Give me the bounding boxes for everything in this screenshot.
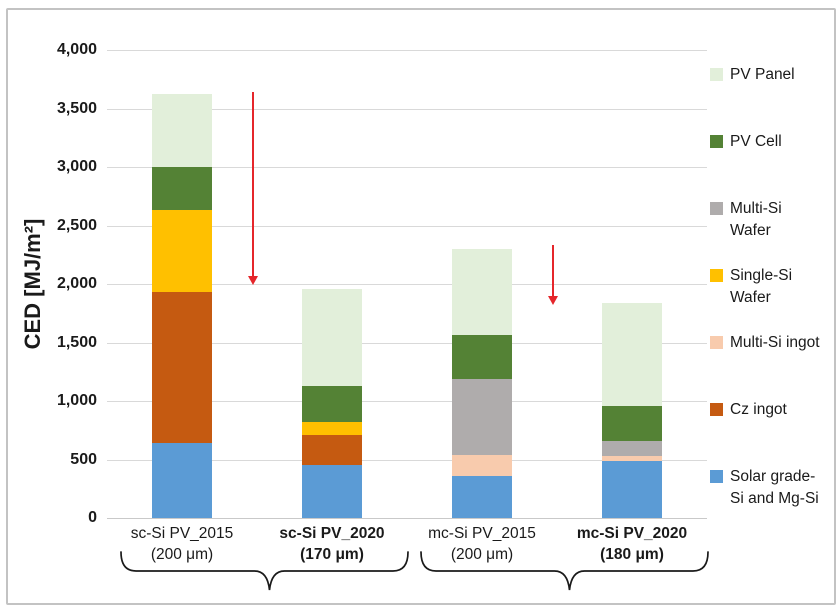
category-name: sc-Si PV_2020 xyxy=(279,525,385,542)
x-axis-category-label: mc-Si PV_2015 (200 μm) xyxy=(402,523,562,565)
bar-segment-cell xyxy=(302,385,362,423)
legend-item-solar: Solar grade- Si and Mg-Si xyxy=(710,466,819,510)
legend-label: Multi-Si ingot xyxy=(730,334,820,351)
y-tick-label: 1,000 xyxy=(56,392,97,409)
bar-segment-cz_ingot xyxy=(302,434,362,466)
chart-frame xyxy=(6,8,836,605)
bar-segment-panel xyxy=(302,288,362,386)
bar-segment-cz_ingot xyxy=(152,292,212,444)
bar-segment-single_wafer xyxy=(152,210,212,293)
y-tick-label: 2,500 xyxy=(56,216,97,234)
legend-item-cz_ingot: Cz ingot xyxy=(710,399,787,421)
bar-segment-single_wafer xyxy=(302,422,362,435)
reduction-arrow-head xyxy=(248,276,258,286)
bar-segment-multi_ingot xyxy=(452,454,512,476)
bar-segment-multi_wafer xyxy=(602,440,662,456)
bar-segment-multi_ingot xyxy=(602,455,662,461)
legend-item-single_wafer: Single-Si Wafer xyxy=(710,265,792,309)
y-tick-label: 3,000 xyxy=(56,158,97,175)
gridline xyxy=(107,108,707,110)
bar-segment-multi_wafer xyxy=(452,378,512,455)
gridline xyxy=(107,518,707,519)
y-tick-label: 3,500 xyxy=(56,99,97,117)
y-tick-label: 0 xyxy=(88,509,97,526)
bar-segment-panel xyxy=(152,94,212,167)
category-name: sc-Si PV_2015 xyxy=(130,525,234,542)
category-thickness: (200 μm) xyxy=(150,546,214,563)
legend-swatch-solar xyxy=(710,470,723,483)
reduction-arrow xyxy=(252,92,254,278)
bar-segment-cell xyxy=(152,167,212,211)
reduction-arrow xyxy=(552,245,554,298)
y-tick-label: 4,000 xyxy=(56,41,97,58)
y-tick-label: 2,000 xyxy=(56,275,97,292)
bar-segment-panel xyxy=(452,248,512,336)
y-tick-label: 500 xyxy=(70,450,97,468)
bar-segment-cell xyxy=(602,405,662,441)
legend-swatch-single_wafer xyxy=(710,269,723,282)
category-thickness: (200 μm) xyxy=(450,546,514,563)
legend-item-cell: PV Cell xyxy=(710,131,782,153)
bar-segment-solar xyxy=(452,475,512,518)
gridline xyxy=(107,167,707,168)
reduction-arrow-head xyxy=(548,296,558,306)
x-axis-category-label: sc-Si PV_2020 (170 μm) xyxy=(252,523,412,565)
gridline xyxy=(107,50,707,51)
legend-swatch-multi_ingot xyxy=(710,336,723,349)
legend-swatch-cz_ingot xyxy=(710,403,723,416)
gridline xyxy=(107,459,707,461)
bar-segment-panel xyxy=(602,302,662,406)
category-name: mc-Si PV_2020 xyxy=(576,525,688,542)
legend-item-multi_ingot: Multi-Si ingot xyxy=(710,332,820,354)
bar-segment-solar xyxy=(302,465,362,518)
gridline xyxy=(107,284,707,285)
gridline xyxy=(107,342,707,344)
legend-label: Solar grade- Si and Mg-Si xyxy=(730,468,819,507)
category-name: mc-Si PV_2015 xyxy=(428,525,536,542)
bar-segment-solar xyxy=(152,443,212,518)
gridline xyxy=(107,401,707,402)
bar-segment-solar xyxy=(602,460,662,518)
legend-item-panel: PV Panel xyxy=(710,64,795,86)
legend-label: PV Cell xyxy=(730,133,782,150)
x-axis-category-label: mc-Si PV_2020 (180 μm) xyxy=(552,523,712,565)
legend-label: PV Panel xyxy=(730,66,795,83)
gridline xyxy=(107,225,707,227)
legend-swatch-panel xyxy=(710,68,723,81)
legend-label: Cz ingot xyxy=(730,401,787,418)
legend-swatch-multi_wafer xyxy=(710,202,723,215)
legend-item-multi_wafer: Multi-Si Wafer xyxy=(710,198,782,242)
chart-legend: PV Panel PV Cell Multi-Si Wafer Single-Si W… xyxy=(710,0,832,609)
x-axis-category-label: sc-Si PV_2015 (200 μm) xyxy=(102,523,262,565)
bar-segment-cell xyxy=(452,335,512,379)
legend-swatch-cell xyxy=(710,135,723,148)
y-tick-label: 1,500 xyxy=(56,333,97,351)
category-thickness: (180 μm) xyxy=(600,546,664,563)
category-thickness: (170 μm) xyxy=(300,546,364,563)
legend-label: Single-Si Wafer xyxy=(730,267,793,306)
legend-label: Multi-Si Wafer xyxy=(730,200,782,239)
